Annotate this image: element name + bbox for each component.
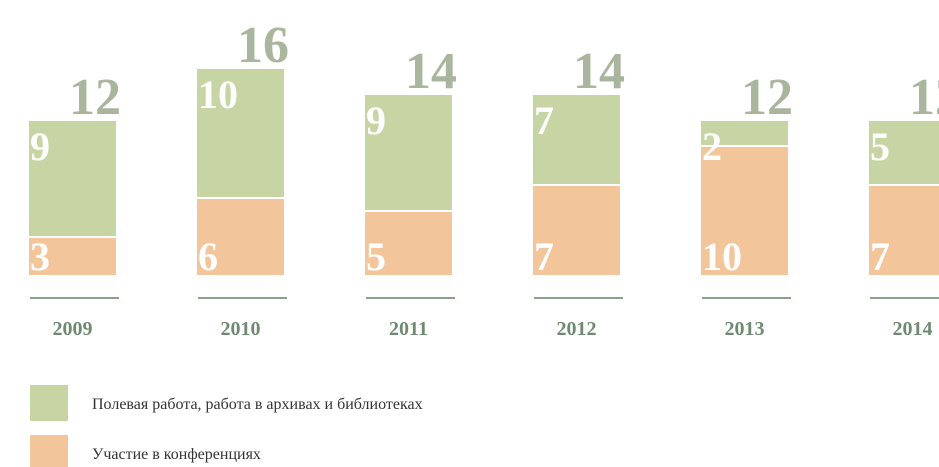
bar-segment (867, 184, 939, 277)
legend-swatch (30, 435, 68, 467)
bar-segment (195, 67, 286, 199)
x-tick-label: 2012 (557, 318, 597, 340)
total-label: 12 (909, 69, 939, 126)
segment-label: 6 (198, 234, 218, 279)
segment-label: 10 (198, 72, 238, 117)
bar-segment (867, 119, 939, 186)
segment-label: 2 (702, 124, 722, 169)
x-tick-label: 2010 (221, 318, 261, 340)
total-label: 14 (573, 43, 625, 100)
legend-label: Участие в конференциях (92, 446, 261, 463)
segment-label: 7 (870, 234, 890, 279)
bar-segment (27, 119, 118, 238)
x-tick-label: 2013 (725, 318, 765, 340)
x-tick-label: 2009 (53, 318, 93, 340)
segment-label: 3 (30, 234, 50, 279)
segment-label: 9 (30, 124, 50, 169)
legend-swatch (30, 385, 68, 421)
segment-label: 7 (534, 98, 554, 143)
total-label: 12 (741, 69, 793, 126)
x-tick-label: 2014 (893, 318, 933, 340)
bar-segment (699, 145, 790, 277)
total-label: 16 (237, 17, 289, 74)
bar-segment (531, 184, 622, 277)
total-label: 14 (405, 43, 457, 100)
bar-segment (27, 236, 118, 277)
x-tick-label: 2011 (389, 318, 428, 340)
segment-label: 5 (366, 234, 386, 279)
bar-segment (531, 93, 622, 186)
bar-segment (363, 93, 454, 212)
segment-label: 9 (366, 98, 386, 143)
bar-segment (699, 119, 790, 147)
total-label: 12 (69, 69, 121, 126)
segment-label: 5 (870, 124, 890, 169)
legend-label: Полевая работа, работа в архивах и библи… (92, 396, 423, 413)
segment-label: 7 (534, 234, 554, 279)
segment-label: 10 (702, 234, 742, 279)
